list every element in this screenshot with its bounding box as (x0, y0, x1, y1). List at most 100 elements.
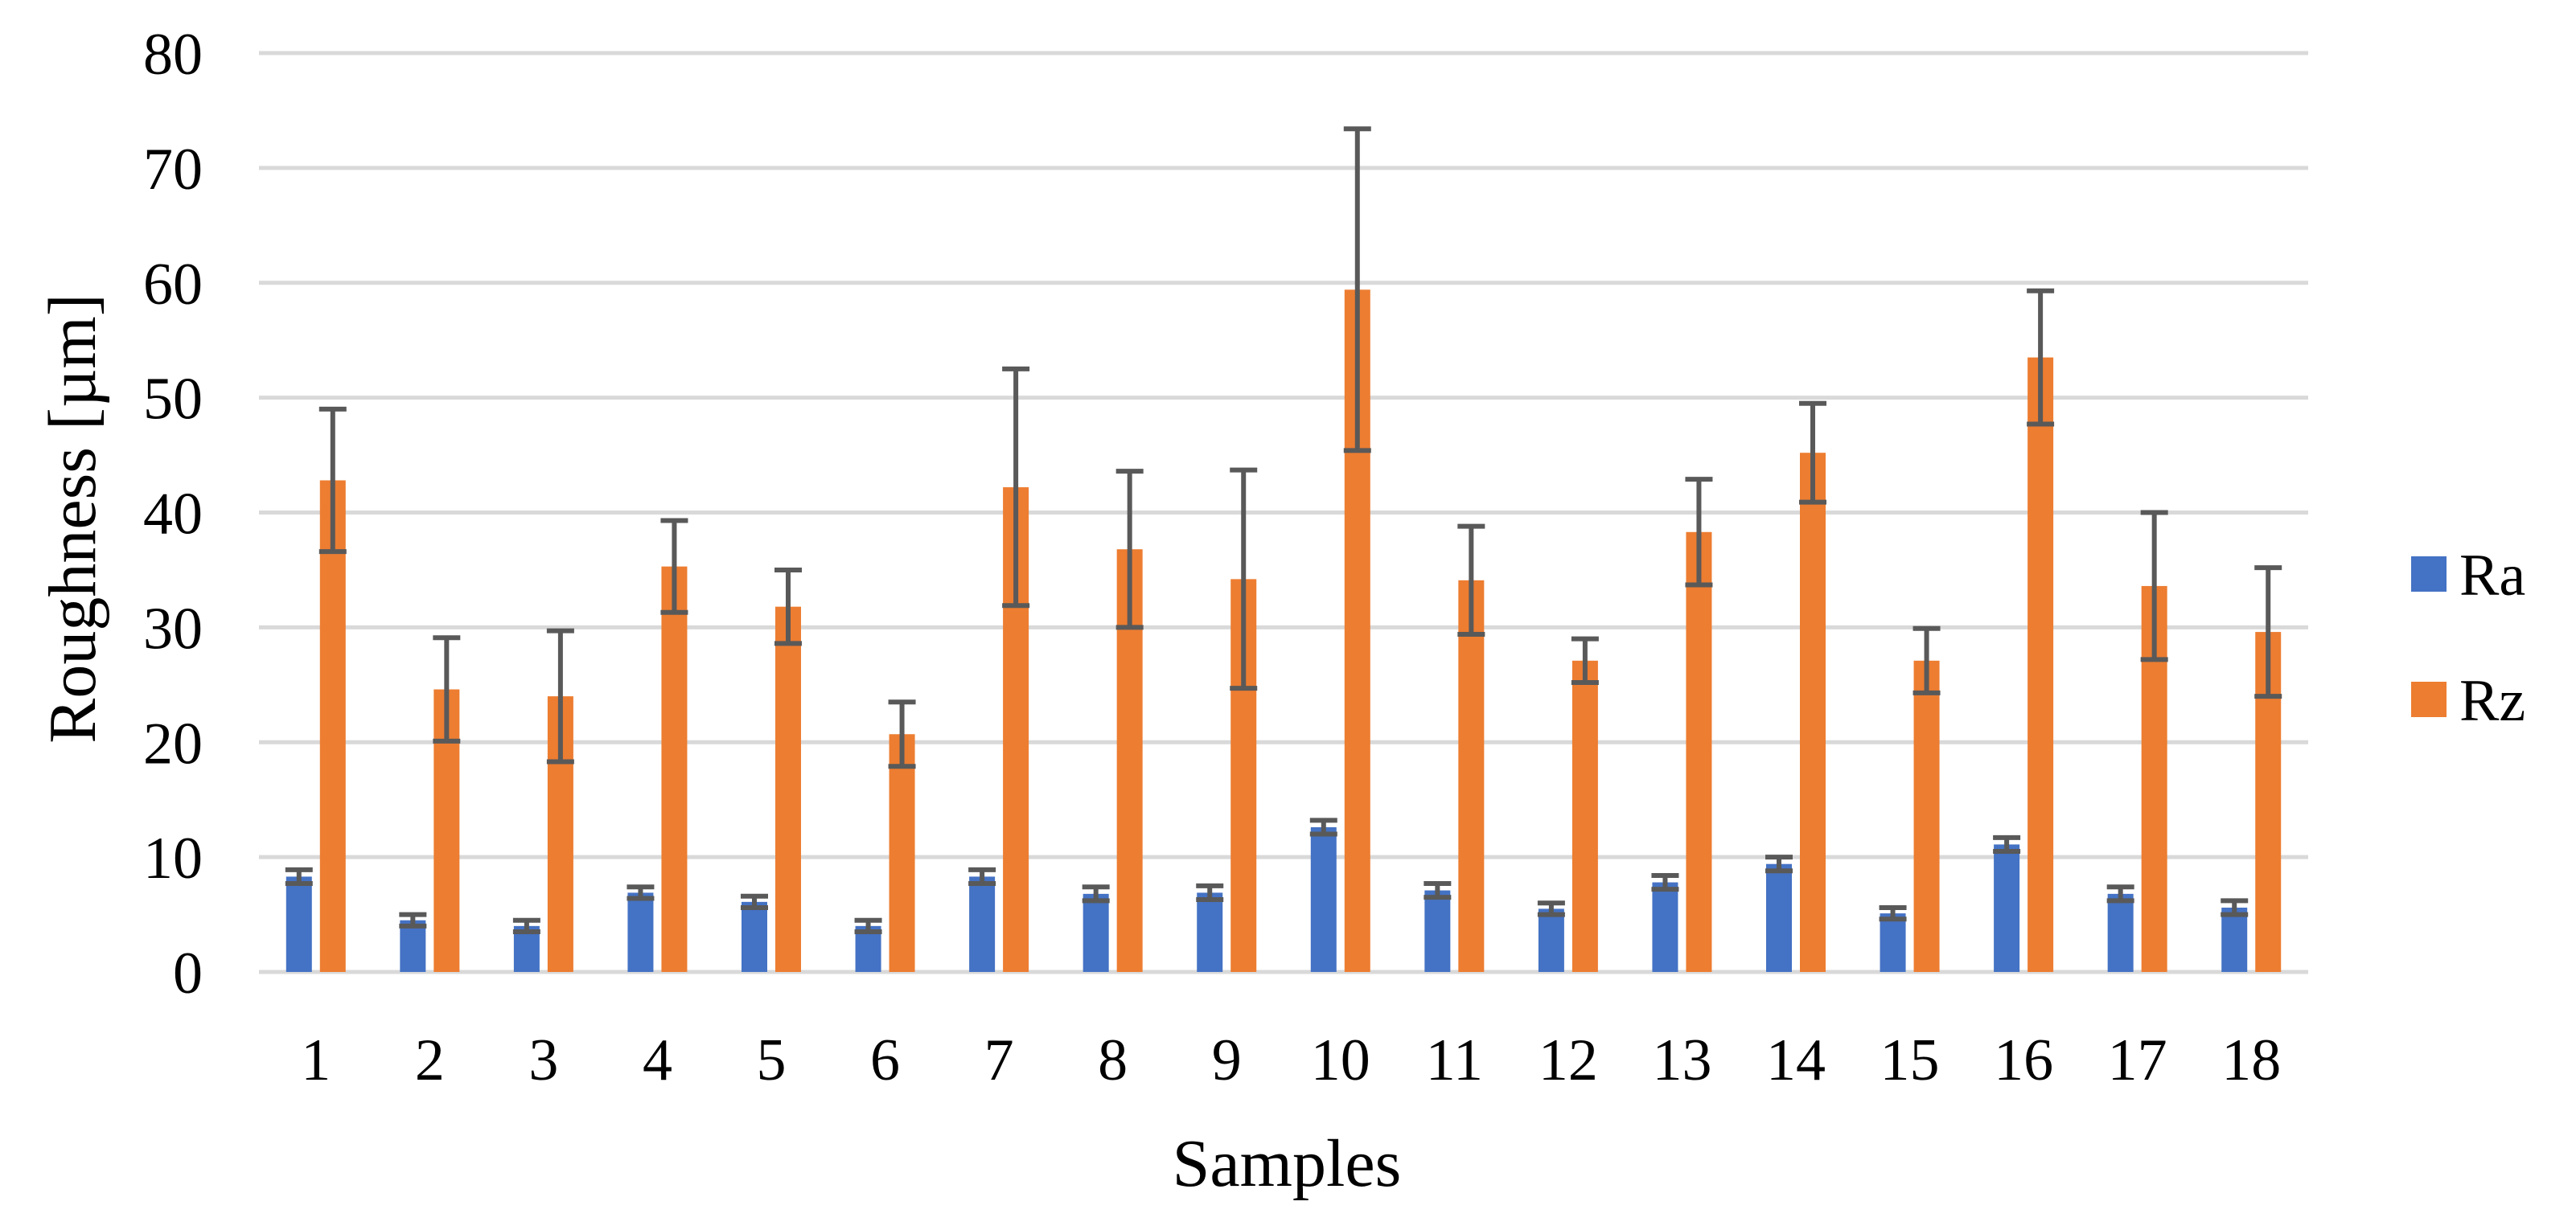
error-bar-rz-sample-5 (774, 567, 802, 646)
bar-rz-sample-1 (319, 480, 346, 972)
x-tick-label: 5 (757, 1027, 787, 1093)
error-bar-rz-sample-16 (2027, 288, 2055, 427)
error-bar-ra-sample-9 (1196, 883, 1224, 902)
y-tick-label: 70 (143, 137, 203, 203)
error-bar-ra-sample-10 (1309, 818, 1337, 837)
legend-label-rz: Rz (2459, 668, 2525, 734)
bar-rz-sample-15 (1913, 660, 1940, 972)
x-tick-labels: 1 2 3 4 5 6 7 8 9 10 11 12 13 14 15 16 17 18 (301, 1027, 2281, 1093)
bar-ra-sample-1 (286, 876, 312, 972)
error-bar-rz-sample-8 (1115, 469, 1144, 630)
y-tick-label: 30 (143, 596, 203, 662)
y-tick-labels: 0 10 20 30 40 50 60 70 80 (143, 22, 203, 1007)
error-bar-ra-sample-18 (2221, 898, 2249, 917)
error-bar-ra-sample-11 (1424, 880, 1452, 900)
legend-label-ra: Ra (2459, 543, 2525, 609)
x-tick-label: 17 (2108, 1027, 2167, 1093)
error-bar-rz-sample-10 (1343, 126, 1371, 453)
y-tick-label: 80 (143, 22, 203, 88)
x-tick-label: 6 (870, 1027, 900, 1093)
error-bar-rz-sample-15 (1912, 625, 1941, 695)
error-bar-ra-sample-12 (1537, 900, 1565, 917)
bar-ra-sample-15 (1880, 913, 1906, 972)
bar-ra-sample-14 (1766, 863, 1792, 972)
x-tick-label: 18 (2221, 1027, 2281, 1093)
error-bar-rz-sample-14 (1799, 400, 1826, 505)
bar-rz-sample-14 (1800, 453, 1826, 972)
y-tick-label: 50 (143, 367, 203, 433)
x-tick-label: 9 (1212, 1027, 1242, 1093)
error-bar-rz-sample-4 (660, 518, 688, 615)
error-bar-ra-sample-5 (741, 893, 768, 910)
bar-rz-sample-6 (889, 734, 915, 972)
error-bar-ra-sample-14 (1765, 855, 1793, 874)
x-tick-label: 10 (1311, 1027, 1370, 1093)
error-bar-rz-sample-6 (888, 699, 916, 769)
bar-rz-sample-11 (1458, 580, 1485, 972)
bar-ra-sample-16 (1994, 844, 2020, 972)
error-bar-ra-sample-4 (627, 884, 655, 901)
x-tick-label: 1 (301, 1027, 331, 1093)
bar-ra-sample-18 (2221, 907, 2248, 972)
x-tick-label: 14 (1766, 1027, 1826, 1093)
error-bar-ra-sample-17 (2106, 884, 2134, 904)
bars (286, 289, 2282, 972)
bar-rz-sample-16 (2028, 357, 2054, 972)
error-bar-rz-sample-7 (1002, 366, 1030, 609)
bar-ra-sample-10 (1310, 826, 1337, 972)
x-tick-label: 11 (1426, 1027, 1483, 1093)
x-tick-label: 3 (528, 1027, 558, 1093)
error-bar-rz-sample-18 (2254, 565, 2282, 699)
error-bar-rz-sample-11 (1457, 523, 1485, 637)
error-bar-rz-sample-9 (1230, 467, 1258, 691)
error-bar-ra-sample-8 (1082, 884, 1110, 904)
y-tick-label: 20 (143, 711, 203, 777)
bar-ra-sample-9 (1197, 892, 1223, 972)
y-tick-label: 40 (143, 482, 203, 547)
bar-rz-sample-4 (661, 566, 688, 972)
x-tick-label: 16 (1994, 1027, 2053, 1093)
x-tick-label: 2 (415, 1027, 445, 1093)
bar-ra-sample-4 (627, 892, 654, 972)
bar-ra-sample-13 (1652, 882, 1678, 972)
x-tick-label: 4 (643, 1027, 672, 1093)
bar-ra-sample-17 (2107, 893, 2134, 972)
x-axis-title: Samples (1173, 1126, 1402, 1201)
x-tick-label: 8 (1098, 1027, 1128, 1093)
bar-rz-sample-5 (775, 606, 801, 972)
error-bar-ra-sample-2 (399, 912, 427, 929)
legend: Ra Rz (2411, 543, 2525, 734)
error-bar-ra-sample-6 (854, 917, 882, 934)
x-tick-label: 12 (1539, 1027, 1598, 1093)
error-bar-rz-sample-17 (2140, 510, 2168, 662)
bar-rz-sample-12 (1571, 660, 1598, 972)
error-bar-ra-sample-13 (1651, 872, 1679, 892)
gridlines (259, 51, 2308, 974)
error-bar-ra-sample-3 (512, 917, 540, 934)
error-bar-rz-sample-12 (1571, 636, 1599, 685)
legend-swatch-ra (2411, 556, 2447, 592)
x-tick-label: 15 (1880, 1027, 1940, 1093)
error-bar-rz-sample-13 (1685, 477, 1713, 588)
error-bar-ra-sample-15 (1879, 904, 1907, 922)
bar-ra-sample-11 (1424, 890, 1451, 972)
bar-ra-sample-8 (1083, 893, 1109, 972)
error-bar-ra-sample-16 (1993, 834, 2021, 854)
error-bar-ra-sample-1 (285, 867, 313, 886)
error-bar-rz-sample-1 (318, 406, 347, 555)
error-bar-rz-sample-3 (546, 628, 574, 765)
y-tick-label: 10 (143, 826, 203, 892)
bar-ra-sample-2 (400, 920, 426, 972)
y-tick-label: 0 (173, 941, 203, 1007)
x-tick-label: 7 (984, 1027, 1014, 1093)
bar-ra-sample-12 (1538, 908, 1564, 972)
bar-rz-sample-13 (1686, 531, 1712, 972)
bar-ra-sample-7 (969, 876, 996, 972)
y-axis-title: Roughness [µm] (35, 293, 110, 743)
x-tick-label: 13 (1652, 1027, 1711, 1093)
legend-swatch-rz (2411, 682, 2447, 717)
error-bars (285, 126, 2282, 934)
bar-ra-sample-5 (742, 901, 767, 972)
y-tick-label: 60 (143, 252, 203, 318)
